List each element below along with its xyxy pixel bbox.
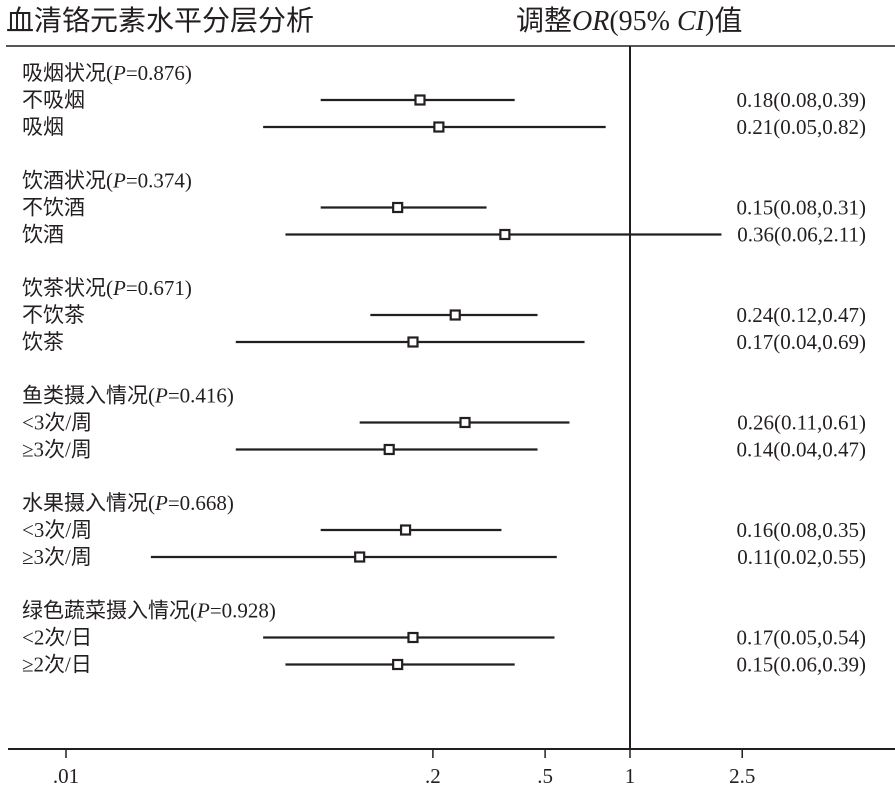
p-label: P — [112, 276, 126, 300]
ci-value-text: 0.17(0.05,0.54) — [737, 626, 867, 650]
row-label: <3次/周 — [22, 518, 92, 542]
ci-value-text: 0.15(0.06,0.39) — [737, 653, 867, 677]
ci-value-text: 0.14(0.04,0.47) — [737, 438, 867, 462]
group-name: 绿色蔬菜摄入情况( — [22, 599, 197, 623]
group-header: 饮茶状况(P=0.671) — [22, 276, 192, 300]
point-estimate-marker — [392, 658, 404, 671]
p-value: =0.928) — [210, 599, 276, 623]
title-right-prefix: 调整 — [516, 5, 572, 37]
point-estimate-marker — [383, 443, 395, 456]
point-estimate-marker — [392, 201, 404, 214]
x-tick-label: .01 — [53, 764, 79, 788]
point-estimate-marker — [499, 228, 511, 241]
point-estimate-marker — [407, 336, 419, 348]
row-label: 吸烟 — [22, 115, 64, 139]
group-name: 吸烟状况( — [22, 61, 113, 85]
row-label: 饮茶 — [22, 330, 64, 354]
p-value: =0.668) — [168, 491, 234, 515]
group-header: 鱼类摄入情况(P=0.416) — [22, 384, 234, 408]
title-right-mid: (95% — [609, 6, 677, 37]
ci-value-text: 0.11(0.02,0.55) — [737, 545, 866, 569]
group-name: 水果摄入情况( — [22, 491, 155, 515]
ci-value-text: 0.21(0.05,0.82) — [737, 115, 867, 139]
ci-value-text: 0.36(0.06,2.11) — [737, 223, 866, 247]
group-name: 饮茶状况( — [22, 276, 113, 300]
title-right-suffix: )值 — [705, 5, 742, 37]
ci-value-text: 0.24(0.12,0.47) — [737, 303, 867, 327]
chart-title-left: 血清铬元素水平分层分析 — [6, 5, 314, 37]
x-tick-label: .5 — [537, 764, 553, 788]
group-header: 水果摄入情况(P=0.668) — [22, 491, 234, 515]
p-value: =0.671) — [126, 276, 192, 300]
x-tick-label: 2.5 — [729, 764, 755, 788]
row-label: ≥3次/周 — [22, 438, 92, 462]
point-estimate-marker — [449, 309, 461, 321]
row-label: ≥2次/日 — [22, 653, 92, 677]
group-header: 绿色蔬菜摄入情况(P=0.928) — [22, 599, 276, 623]
ci-value-text: 0.15(0.08,0.31) — [737, 196, 867, 220]
title-ci: CI — [677, 6, 707, 37]
row-label: 饮酒 — [22, 223, 64, 247]
row-label: <3次/周 — [22, 411, 92, 435]
p-label: P — [196, 599, 210, 623]
group-header: 饮酒状况(P=0.374) — [22, 169, 192, 193]
group-name: 鱼类摄入情况( — [22, 384, 155, 408]
x-tick-label: 1 — [625, 764, 636, 788]
p-value: =0.374) — [126, 169, 192, 193]
point-estimate-marker — [459, 416, 471, 429]
point-estimate-marker — [407, 631, 419, 644]
p-value: =0.416) — [168, 384, 234, 408]
p-label: P — [112, 61, 126, 85]
row-label: 不饮酒 — [22, 196, 85, 220]
p-label: P — [154, 384, 168, 408]
title-or: OR — [572, 6, 609, 37]
point-estimate-marker — [414, 94, 426, 106]
ci-value-text: 0.17(0.04,0.69) — [737, 330, 867, 354]
ci-value-text: 0.26(0.11,0.61) — [737, 411, 866, 435]
row-label: ≥3次/周 — [22, 545, 92, 569]
group-header: 吸烟状况(P=0.876) — [22, 61, 192, 85]
row-label: 不饮茶 — [22, 303, 85, 327]
ci-value-text: 0.16(0.08,0.35) — [737, 518, 867, 542]
p-value: =0.876) — [126, 61, 192, 85]
point-estimate-marker — [399, 524, 412, 536]
ci-value-text: 0.18(0.08,0.39) — [737, 88, 867, 112]
p-label: P — [154, 491, 168, 515]
group-name: 饮酒状况( — [22, 169, 113, 193]
chart-title-right: 调整OR(95% CI)值 — [516, 5, 742, 37]
point-estimate-marker — [354, 551, 366, 563]
row-label: 不吸烟 — [22, 88, 85, 112]
x-tick-label: .2 — [425, 764, 441, 788]
p-label: P — [112, 169, 126, 193]
row-label: <2次/日 — [22, 626, 92, 650]
point-estimate-marker — [433, 121, 445, 133]
